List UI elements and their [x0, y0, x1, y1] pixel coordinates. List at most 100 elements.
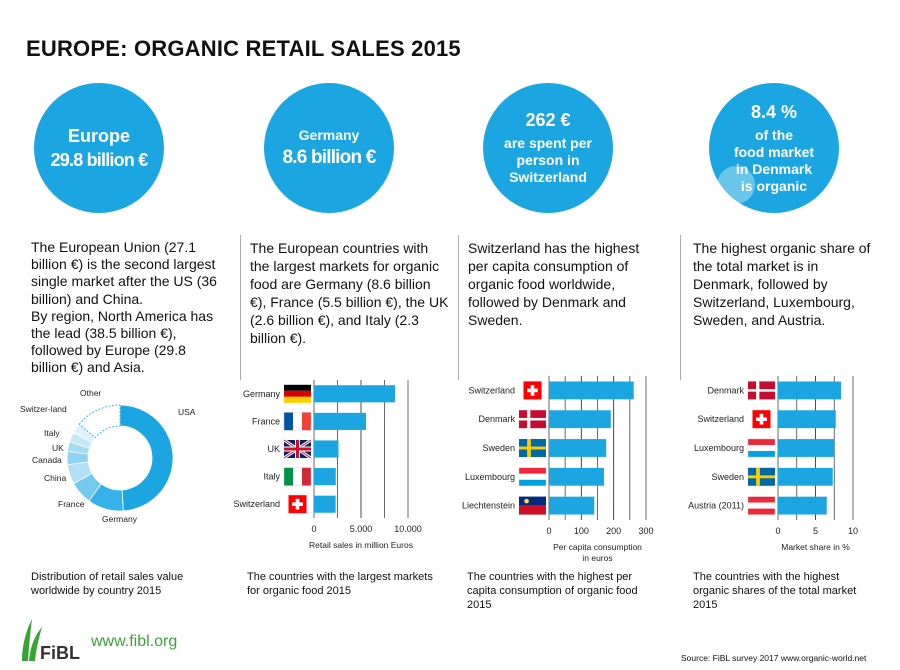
decorative-bubble [717, 166, 755, 204]
bar-category-label: Denmark [478, 414, 515, 424]
bar [549, 381, 634, 400]
europe-description: The European Union (27.1 billion €) is t… [31, 239, 221, 377]
de-flag-icon [284, 384, 311, 403]
denmark-circle: 8.4 % of the food market in Denmark is o… [709, 83, 839, 213]
tick-label: 0 [546, 526, 551, 536]
europe-circle-value: 29.8 billion € [50, 149, 149, 170]
europe-description-p2: By region, North America has the lead (3… [31, 307, 214, 376]
it-flag-icon [283, 467, 312, 486]
market-size-chart: Germany France UK Italy Switzerland 0 5.000 10.… [233, 380, 422, 550]
x-axis-label: Retail sales in million Euros [309, 540, 413, 550]
bar [549, 439, 607, 457]
bar-category-label: Italy [263, 472, 280, 482]
bar-category-label: Switzerland [468, 385, 515, 395]
at-flag-icon [747, 496, 776, 515]
switzerland-circle: 262 € are spent per person in Switzerlan… [483, 83, 613, 213]
germany-circle: Germany 8.6 billion € [264, 83, 394, 213]
bar [778, 467, 833, 486]
bar-category-label: Luxembourg [694, 443, 744, 453]
europe-circle: Europe 29.8 billion € [34, 83, 164, 213]
bar [778, 410, 836, 429]
switzerland-circle-value: 262 € [525, 110, 571, 130]
tick-label: 5 [813, 526, 818, 536]
bar [778, 381, 841, 400]
bar-category-label: Liechtenstein [462, 501, 515, 511]
tick-label: 300 [638, 526, 653, 536]
donut-label: Italy [44, 428, 60, 438]
leaf-icon [22, 619, 42, 661]
dk-flag-icon [748, 381, 775, 400]
switzerland-circle-text: person in [516, 152, 580, 168]
bar [549, 496, 595, 515]
bar [778, 496, 827, 515]
bar-category-label: France [252, 416, 280, 426]
bar [314, 440, 339, 458]
bar-category-label: Denmark [707, 385, 744, 395]
se-flag-icon [748, 467, 775, 486]
donut-label: Other [80, 388, 101, 398]
bar [549, 410, 611, 429]
denmark-circle-text: is organic [740, 177, 808, 194]
bar-category-label: Germany [243, 389, 281, 399]
uk-flag-icon [283, 438, 312, 460]
fibl-logo-text: FiBL [40, 643, 80, 663]
fr-flag-icon [283, 412, 312, 431]
x-axis-label: Per capita consumption [553, 542, 642, 552]
bar [778, 439, 835, 457]
bar [549, 467, 604, 486]
market-share-chart: Denmark Switzerland Luxembourg Sweden Austri… [688, 376, 858, 552]
tick-label: 0 [775, 526, 780, 536]
share-description: The highest organic share of the total m… [693, 240, 871, 328]
denmark-circle-text: of the [754, 126, 794, 143]
donut-label: China [44, 473, 66, 483]
ch-flag-icon [752, 410, 771, 429]
tick-label: 0 [311, 524, 316, 534]
x-axis-label: in euros [582, 553, 612, 563]
germany-circle-value: 8.6 billion € [282, 147, 376, 168]
donut-label: Switzer-land [20, 404, 67, 414]
bar-category-label: Luxembourg [465, 472, 515, 482]
per-capita-caption: The countries with the highest per capit… [467, 571, 638, 611]
tick-label: 10 [848, 526, 858, 536]
switzerland-circle-text: are spent per [504, 135, 592, 151]
donut-label: UK [52, 443, 64, 453]
bar [314, 412, 367, 430]
countries-description: The European countries with the largest … [250, 240, 449, 346]
donut-caption: Distribution of retail sales value world… [31, 571, 184, 597]
germany-circle-label: Germany [298, 127, 360, 143]
switzerland-circle-text: Switzerland [509, 169, 587, 185]
source-note: Source: FiBL survey 2017 www.organic-wor… [681, 653, 867, 663]
bar [314, 468, 336, 486]
per-capita-description: Switzerland has the highest per capita c… [468, 240, 640, 328]
donut-chart: USA Germany France China Canada UK Italy Switze… [20, 388, 196, 524]
donut-slice [78, 404, 121, 439]
column-divider [680, 235, 681, 380]
donut-label: Canada [32, 455, 62, 465]
denmark-circle-text: in Denmark [735, 160, 813, 177]
lu-flag-icon [747, 438, 776, 458]
x-axis-label: Market share in % [781, 542, 850, 552]
bar-category-label: Switzerland [233, 499, 280, 509]
se-flag-icon [519, 439, 546, 457]
donut-label: Germany [102, 514, 138, 524]
donut-slice [119, 404, 174, 512]
market-share-caption: The countries with the highest organic s… [693, 571, 857, 611]
donut-label: USA [178, 407, 196, 417]
column-divider [458, 235, 459, 380]
fibl-logo: FiBL [18, 617, 90, 668]
europe-description-p1: The European Union (27.1 billion €) is t… [31, 239, 217, 307]
ch-flag-icon [288, 495, 307, 514]
tick-label: 10.000 [394, 524, 422, 534]
bar [314, 495, 336, 513]
lu-flag-icon [518, 467, 547, 487]
denmark-circle-text: food market [733, 143, 815, 160]
bar [314, 385, 396, 403]
tick-label: 100 [574, 526, 589, 536]
donut-label: France [58, 499, 85, 509]
tick-label: 200 [606, 526, 621, 536]
market-size-caption: The countries with the largest markets f… [247, 571, 433, 597]
bar-category-label: Sweden [711, 472, 744, 482]
fibl-link[interactable]: www.fibl.org [91, 633, 178, 650]
page-title: EUROPE: ORGANIC RETAIL SALES 2015 [26, 36, 461, 61]
li-flag-icon [519, 496, 546, 515]
